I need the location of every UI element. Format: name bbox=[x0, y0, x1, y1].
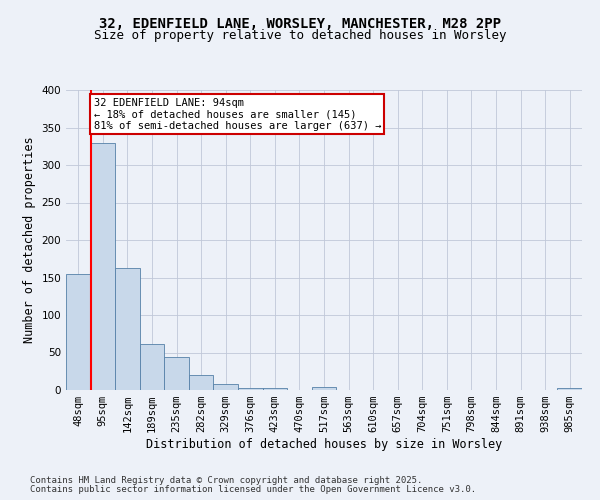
Text: 32, EDENFIELD LANE, WORSLEY, MANCHESTER, M28 2PP: 32, EDENFIELD LANE, WORSLEY, MANCHESTER,… bbox=[99, 18, 501, 32]
Y-axis label: Number of detached properties: Number of detached properties bbox=[23, 136, 36, 344]
Bar bbox=[140, 344, 164, 390]
Text: Size of property relative to detached houses in Worsley: Size of property relative to detached ho… bbox=[94, 29, 506, 42]
Bar bbox=[238, 388, 263, 390]
Bar bbox=[214, 384, 238, 390]
Bar bbox=[115, 268, 140, 390]
Bar bbox=[66, 274, 91, 390]
Bar bbox=[557, 388, 582, 390]
Bar bbox=[91, 142, 115, 390]
Text: 32 EDENFIELD LANE: 94sqm
← 18% of detached houses are smaller (145)
81% of semi-: 32 EDENFIELD LANE: 94sqm ← 18% of detach… bbox=[94, 98, 381, 130]
Bar bbox=[189, 375, 214, 390]
Bar bbox=[263, 388, 287, 390]
Bar bbox=[164, 357, 189, 390]
X-axis label: Distribution of detached houses by size in Worsley: Distribution of detached houses by size … bbox=[146, 438, 502, 451]
Bar bbox=[312, 387, 336, 390]
Text: Contains public sector information licensed under the Open Government Licence v3: Contains public sector information licen… bbox=[30, 485, 476, 494]
Text: Contains HM Land Registry data © Crown copyright and database right 2025.: Contains HM Land Registry data © Crown c… bbox=[30, 476, 422, 485]
